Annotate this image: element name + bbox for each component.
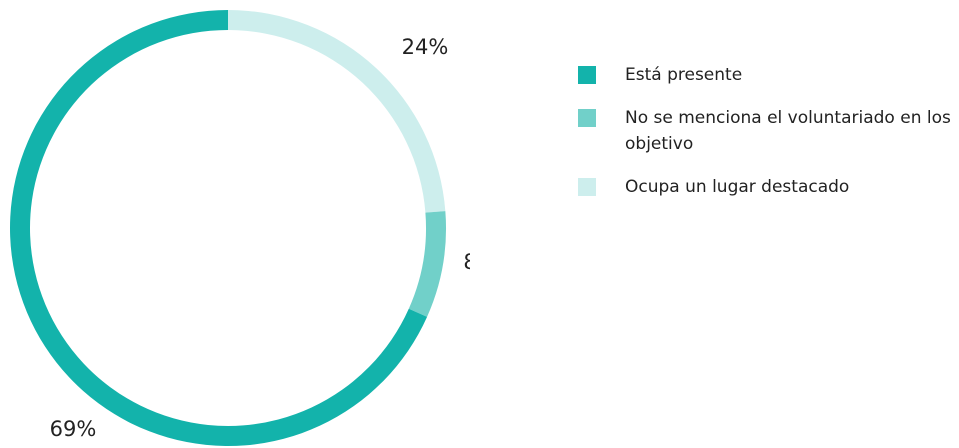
chart: 24% 8% 69% (9, 9, 470, 446)
data-label: 8% (463, 250, 470, 274)
legend-swatch (578, 178, 596, 196)
donut-segment (228, 10, 446, 213)
data-label: 69% (50, 417, 97, 441)
legend-item: Ocupa un lugar destacado (578, 174, 959, 200)
legend-label: Ocupa un lugar destacado (625, 177, 850, 197)
legend-item: No se menciona el voluntariado en los ob… (578, 105, 959, 157)
legend-label: No se menciona el voluntariado en los ob… (625, 108, 951, 154)
legend-swatch (578, 66, 596, 84)
donut-segment (408, 211, 446, 317)
legend-swatch (578, 109, 596, 127)
data-label: 24% (402, 35, 449, 59)
legend-label: Está presente (625, 65, 743, 85)
legend-item: Está presente (578, 62, 959, 88)
legend: Está presente No se menciona el voluntari… (578, 62, 958, 217)
